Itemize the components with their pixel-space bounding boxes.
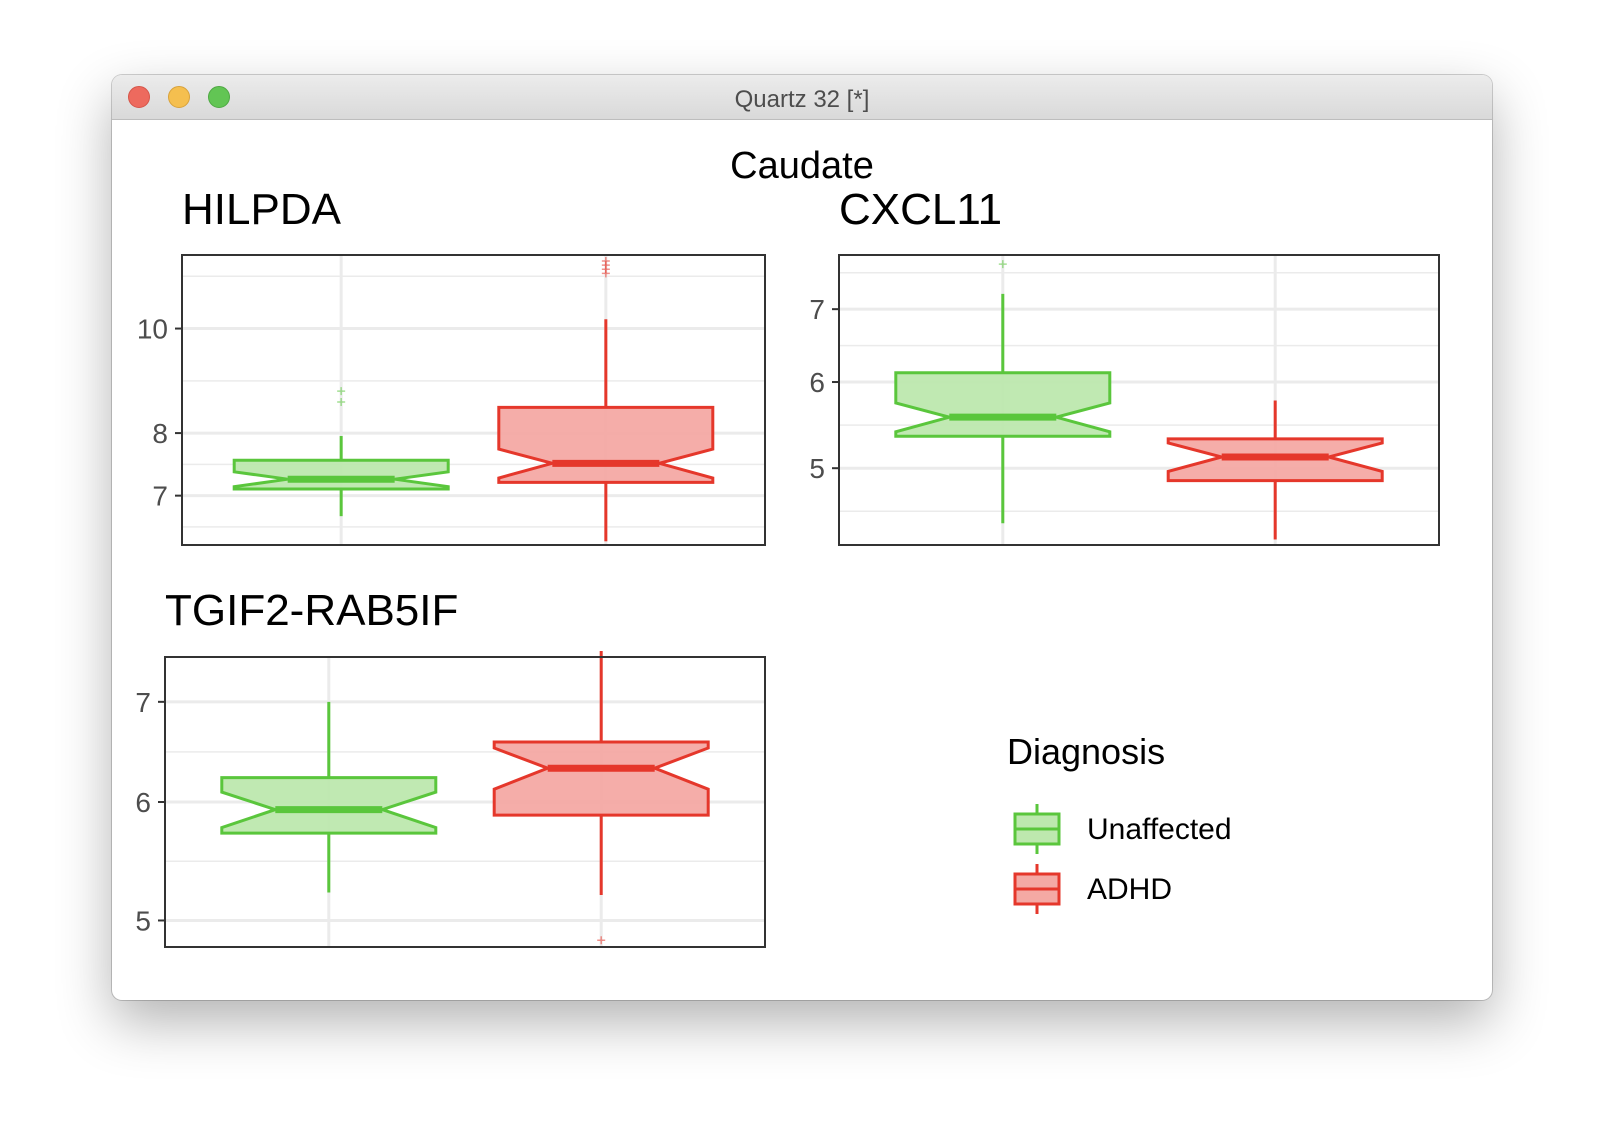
box-unaffected — [894, 371, 1112, 438]
minimize-window-button[interactable] — [168, 86, 190, 108]
zoom-window-button[interactable] — [208, 86, 230, 108]
outlier-point — [337, 397, 346, 406]
legend-label-adhd: ADHD — [1087, 873, 1172, 906]
y-tick-label: 7 — [809, 294, 825, 325]
box-unaffected — [220, 776, 438, 835]
panel-title-cxcl11: CXCL11 — [839, 185, 1002, 234]
window-title: Quartz 32 [*] — [734, 86, 870, 113]
chart-title: Caudate — [730, 145, 874, 187]
window-titlebar: Quartz 32 [*] — [112, 75, 1492, 120]
box-adhd — [492, 740, 710, 817]
outlier-point — [597, 936, 606, 945]
boxplot-figure: Caudate HILPDA 7 8 10 CXCL11 5 6 7 TGIF2-RAB5IF 5… — [135, 145, 1440, 948]
outlier-point — [998, 260, 1007, 269]
panel-title-hilpda: HILPDA — [182, 185, 342, 234]
panel-border — [838, 254, 1440, 546]
y-tick-label: 10 — [137, 314, 168, 345]
outlier-point — [337, 387, 346, 396]
box-adhd — [497, 405, 715, 484]
y-tick-label: 6 — [809, 367, 825, 398]
y-tick-label: 8 — [152, 418, 168, 449]
panel-border — [181, 254, 766, 546]
close-window-button[interactable] — [128, 86, 150, 108]
legend-title: Diagnosis — [1007, 731, 1165, 772]
panel-title-tgif2-rab5if: TGIF2-RAB5IF — [165, 586, 458, 635]
y-tick-label: 6 — [135, 787, 151, 818]
legend-label-unaffected: Unaffected — [1087, 813, 1232, 846]
y-tick-label: 7 — [135, 687, 151, 718]
y-tick-label: 5 — [809, 453, 825, 484]
y-tick-label: 7 — [152, 481, 168, 512]
quartz-window: Quartz 32 [*] Caudate HILPDA 7 8 10 CXCL11 5 6… — [112, 75, 1492, 1000]
y-tick-label: 5 — [135, 905, 151, 936]
box-unaffected — [232, 458, 450, 491]
outlier-point — [601, 257, 610, 266]
